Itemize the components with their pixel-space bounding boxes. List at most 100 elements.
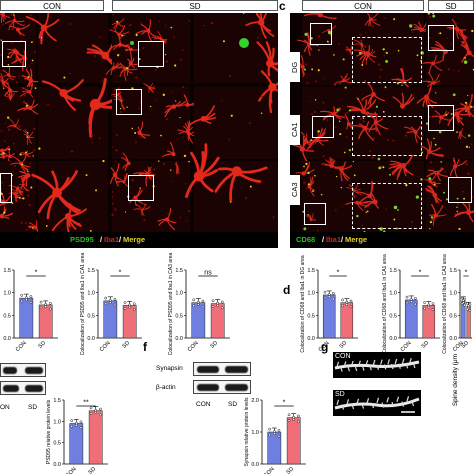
- puncta: [229, 75, 232, 78]
- blot-f-row-1: [193, 362, 251, 376]
- puncta: [139, 101, 142, 103]
- data-point: [104, 302, 108, 306]
- puncta: [317, 229, 319, 232]
- puncta: [363, 80, 367, 83]
- microglia-soma: [401, 163, 407, 168]
- y-tick-label: 1.0: [389, 291, 397, 297]
- puncta: [28, 203, 31, 207]
- blot-f-row-2: [193, 380, 251, 394]
- puncta: [91, 133, 94, 136]
- puncta: [0, 192, 3, 195]
- puncta: [435, 92, 437, 94]
- microglia-soma: [133, 195, 138, 200]
- microglia-soma: [40, 24, 48, 32]
- y-tick-label: 1.0: [449, 291, 457, 297]
- psd95-puncta: [239, 38, 249, 48]
- puncta: [304, 213, 307, 216]
- cd68-puncta: [409, 24, 413, 28]
- right-legend-bar: CD68 / Iba1 / Merge: [290, 232, 474, 248]
- puncta: [363, 230, 366, 232]
- row-label-ca3: CA3: [290, 175, 300, 205]
- blot-f-band: [225, 384, 248, 391]
- y-tick-label: 0.0: [251, 462, 259, 468]
- puncta: [115, 134, 119, 137]
- puncta: [7, 151, 10, 154]
- dendritic-spine: [381, 402, 385, 408]
- cd68-puncta: [358, 51, 362, 55]
- puncta: [172, 90, 174, 93]
- puncta: [5, 203, 7, 205]
- puncta: [393, 218, 396, 221]
- zoom-box-dg-sd: [428, 25, 454, 51]
- x-tick-label: SD: [460, 340, 470, 350]
- puncta: [126, 67, 129, 70]
- data-point: [345, 300, 349, 304]
- y-tick-label: 1.0: [175, 291, 183, 297]
- y-tick-label: 1.0: [3, 291, 11, 297]
- y-tick-label: 1.0: [87, 291, 95, 297]
- puncta: [464, 101, 467, 104]
- puncta: [335, 175, 338, 178]
- puncta: [179, 216, 182, 219]
- data-point: [132, 302, 136, 306]
- puncta: [211, 22, 214, 25]
- puncta: [361, 67, 364, 70]
- puncta: [4, 140, 6, 142]
- puncta: [463, 42, 466, 45]
- puncta: [26, 102, 28, 104]
- puncta: [7, 128, 11, 131]
- puncta: [373, 136, 376, 139]
- cd68-puncta: [428, 177, 432, 181]
- x-tick-label: CON: [187, 340, 200, 353]
- puncta: [8, 148, 11, 151]
- puncta: [365, 211, 367, 213]
- puncta: [26, 136, 28, 138]
- puncta: [322, 155, 325, 158]
- microglia-soma: [427, 149, 432, 155]
- puncta: [435, 171, 438, 174]
- microglia-soma: [304, 138, 308, 143]
- puncta: [429, 221, 432, 224]
- puncta: [20, 221, 23, 224]
- y-tick-label: 0.0: [3, 336, 11, 342]
- dendritic-spine: [336, 361, 340, 367]
- data-point: [332, 291, 335, 295]
- puncta: [302, 210, 305, 213]
- data-point: [287, 413, 291, 417]
- dendritic-spine: [409, 357, 412, 364]
- puncta: [447, 68, 451, 71]
- puncta: [242, 13, 245, 14]
- puncta: [410, 221, 413, 224]
- panel-label-c: c: [279, 0, 286, 13]
- dendritic-spine: [343, 361, 347, 367]
- cd68-puncta: [389, 173, 391, 176]
- microglia-soma: [146, 28, 151, 33]
- puncta: [314, 99, 317, 101]
- dendritic-spine: [358, 360, 361, 366]
- puncta: [468, 146, 470, 148]
- zoom-box-ca1-sd: [428, 105, 454, 131]
- puncta: [314, 110, 317, 114]
- puncta: [335, 81, 338, 84]
- puncta: [124, 211, 127, 213]
- data-point: [220, 306, 224, 310]
- blot-e: [0, 363, 46, 401]
- puncta: [40, 36, 43, 39]
- puncta: [8, 160, 11, 162]
- microglia-soma: [0, 148, 5, 153]
- puncta: [185, 183, 187, 185]
- y-tick-label: 0.5: [389, 313, 397, 319]
- data-point: [201, 299, 205, 303]
- puncta: [463, 197, 466, 200]
- charts-svg: 0.0 0.5 1.0 1.5 CON SD * 0.0 0.5 1.0 1.5 CON SD * Colo…: [3, 253, 472, 474]
- puncta: [397, 49, 400, 52]
- data-point: [113, 303, 117, 307]
- data-point: [414, 302, 417, 306]
- puncta: [31, 59, 34, 62]
- micrograph-field: [194, 13, 278, 83]
- puncta: [0, 39, 2, 41]
- dendrite-sd: [334, 396, 420, 413]
- microglia-soma: [309, 218, 313, 222]
- data-point: [431, 302, 435, 306]
- data-point: [20, 299, 24, 303]
